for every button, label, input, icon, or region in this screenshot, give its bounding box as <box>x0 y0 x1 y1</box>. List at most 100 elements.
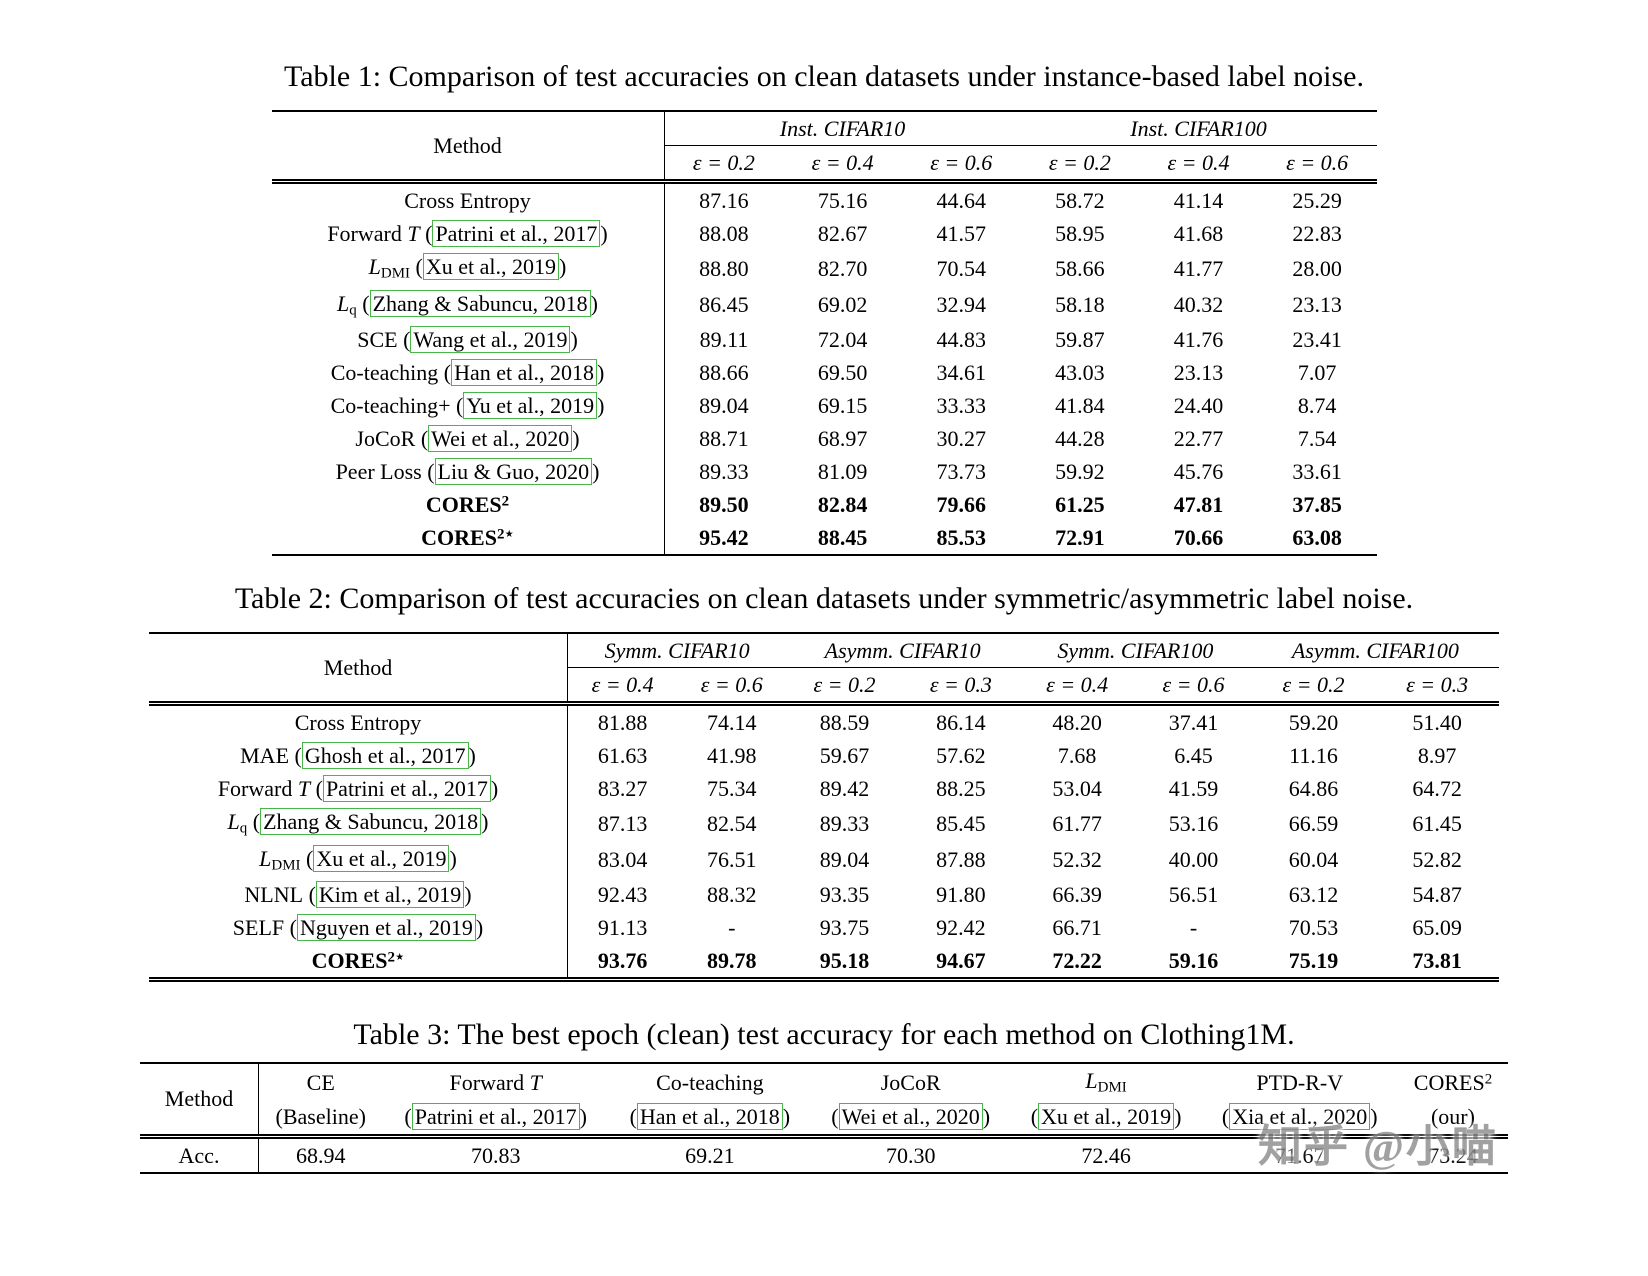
method-column-header: Method <box>149 633 568 707</box>
header-row: ε = 0.2 ε = 0.4 ε = 0.6 ε = 0.2 ε = 0.4 ε = 0… <box>272 145 1377 185</box>
value-cell: 45.76 <box>1173 459 1224 485</box>
value-cell: - <box>728 915 736 941</box>
value-cell: 64.86 <box>1288 776 1339 802</box>
citation-link[interactable]: Zhang & Sabuncu, 2018 <box>369 289 591 317</box>
epsilon-header: ε = 0.4 <box>1139 145 1258 185</box>
value-cell: 58.66 <box>1055 255 1105 281</box>
citation: (Patrini et al., 2017) <box>315 775 499 803</box>
column-header: Forward T <box>382 1063 608 1100</box>
value-cell: 70.53 <box>1288 915 1339 941</box>
value-cell: 88.80 <box>699 255 749 281</box>
citation: (Zhang & Sabuncu, 2018) <box>362 289 598 317</box>
citation-link[interactable]: Xu et al., 2019 <box>422 253 559 281</box>
citation-link[interactable]: Wang et al., 2019 <box>410 326 571 354</box>
value-cell: 87.13 <box>597 810 648 836</box>
citation-link[interactable]: Patrini et al., 2017 <box>432 220 601 248</box>
citation-link[interactable]: Liu & Guo, 2020 <box>434 458 593 486</box>
table-row: NLNL (Kim et al., 2019) 92.43 88.32 93.35 91… <box>149 878 1499 912</box>
value-cell: 95.18 <box>819 948 870 974</box>
math-symbol: L <box>1085 1068 1098 1093</box>
citation-year: 2019 <box>402 845 447 871</box>
epsilon-header: ε = 0.2 <box>1020 145 1140 185</box>
math-symbol: T <box>407 221 420 247</box>
value-cell: 75.34 <box>707 776 757 802</box>
value-cell: 69.50 <box>817 360 868 386</box>
value-cell: 61.25 <box>1055 492 1105 518</box>
table-row: MAE (Ghosh et al., 2017) 61.63 41.98 59.67 5… <box>149 739 1499 773</box>
method-text: Cross Entropy <box>404 188 531 214</box>
table-row: Acc. 68.94 70.83 69.21 70.30 72.46 71.67 73.24 <box>140 1136 1508 1173</box>
citation-year: 2017 <box>421 743 466 769</box>
method-text: Co-teaching <box>330 360 439 386</box>
value-cell: 23.41 <box>1292 327 1342 353</box>
method-text: CORES <box>311 948 388 974</box>
math-subscript: DMI <box>271 857 301 874</box>
value-cell: 58.18 <box>1055 292 1105 318</box>
value-cell: 83.04 <box>597 847 648 873</box>
value-cell: 93.75 <box>819 915 870 941</box>
citation-link[interactable]: Patrini et al., 2017 <box>322 775 491 803</box>
method-cell: SCE (Wang et al., 2019) <box>271 323 665 357</box>
citation-link[interactable]: Xu et al., 2019 <box>313 844 450 872</box>
method-cell: Forward T (Patrini et al., 2017) <box>149 772 568 806</box>
value-cell: 82.54 <box>707 810 757 836</box>
table-row: Cross Entropy 87.16 75.16 44.64 58.72 41.14 25… <box>271 181 1377 218</box>
value-cell: 53.04 <box>1052 776 1102 802</box>
citation-link[interactable]: Xia et al., 2020 <box>1229 1103 1371 1131</box>
citation-year: 2017 <box>553 221 598 247</box>
value-cell: 60.04 <box>1288 847 1339 873</box>
value-cell: 61.63 <box>597 743 648 769</box>
citation: (Wei et al., 2020) <box>831 1103 991 1131</box>
value-cell: 54.87 <box>1412 882 1462 908</box>
citation-link[interactable]: Nguyen et al., 2019 <box>296 914 476 942</box>
table-row: Forward T (Patrini et al., 2017) 83.27 75.… <box>149 772 1499 806</box>
value-cell: 41.84 <box>1055 393 1105 419</box>
value-cell: 79.66 <box>936 492 987 518</box>
value-cell: 63.08 <box>1292 525 1342 551</box>
citation-link[interactable]: Patrini et al., 2017 <box>411 1103 580 1131</box>
math-subscript: DMI <box>1097 1079 1127 1096</box>
epsilon-header: ε = 0.3 <box>902 667 1019 707</box>
citation-link[interactable]: Ghosh et al., 2017 <box>301 742 469 770</box>
header-row: (Baseline) (Patrini et al., 2017) (Han et … <box>140 1100 1508 1139</box>
value-cell: 88.71 <box>699 426 749 452</box>
value-cell: 89.04 <box>819 847 870 873</box>
citation-year: 2020 <box>935 1104 980 1130</box>
citation-year: 2020 <box>525 426 570 452</box>
citation: (Ghosh et al., 2017) <box>294 742 476 770</box>
value-cell: 87.88 <box>936 847 986 873</box>
citation: (Xia et al., 2020) <box>1221 1103 1378 1131</box>
citation-link[interactable]: Kim et al., 2019 <box>315 881 465 909</box>
value-cell: 37.85 <box>1292 492 1342 518</box>
table-row: Co-teaching (Han et al., 2018) 88.66 69.50… <box>271 356 1377 390</box>
header-row: ε = 0.4 ε = 0.6 ε = 0.2 ε = 0.3 ε = 0.4 ε = 0… <box>149 667 1499 707</box>
citation-year: 2019 <box>523 327 568 353</box>
method-cell: Lq (Zhang & Sabuncu, 2018) <box>271 286 665 324</box>
citation-link[interactable]: Wei et al., 2020 <box>838 1103 983 1131</box>
value-cell: 52.82 <box>1412 847 1462 873</box>
method-text: Forward <box>327 221 408 247</box>
value-cell: 82.67 <box>817 221 868 247</box>
citation-link[interactable]: Wei et al., 2020 <box>428 425 573 453</box>
table-header: Method Inst. CIFAR10 Inst. CIFAR100 ε = 0.2… <box>271 111 1377 185</box>
citation-link[interactable]: Han et al., 2018 <box>451 359 597 387</box>
value-cell: 41.59 <box>1168 776 1219 802</box>
citation-year: 2019 <box>511 254 556 280</box>
header-row: Method Inst. CIFAR10 Inst. CIFAR100 <box>271 111 1377 185</box>
value-cell: 59.67 <box>819 743 870 769</box>
citation-link[interactable]: Han et al., 2018 <box>636 1103 783 1131</box>
citation-link[interactable]: Zhang & Sabuncu, 2018 <box>260 808 482 836</box>
value-cell: 44.28 <box>1055 426 1105 452</box>
table-row: Cross Entropy 81.88 74.14 88.59 86.14 48.20 37… <box>149 703 1499 740</box>
value-cell: 70.66 <box>1173 525 1224 551</box>
value-cell: 59.87 <box>1055 327 1105 353</box>
epsilon-header: ε = 0.6 <box>1135 667 1252 707</box>
method-cell: MAE (Ghosh et al., 2017) <box>149 739 568 773</box>
epsilon-header: ε = 0.2 <box>664 145 784 185</box>
value-cell: 24.40 <box>1173 393 1224 419</box>
value-cell: 40.32 <box>1173 292 1224 318</box>
citation-link[interactable]: Yu et al., 2019 <box>463 392 598 420</box>
citation-link[interactable]: Xu et al., 2019 <box>1038 1103 1175 1131</box>
value-cell: 69.21 <box>685 1142 735 1168</box>
value-cell: 81.88 <box>597 710 648 736</box>
